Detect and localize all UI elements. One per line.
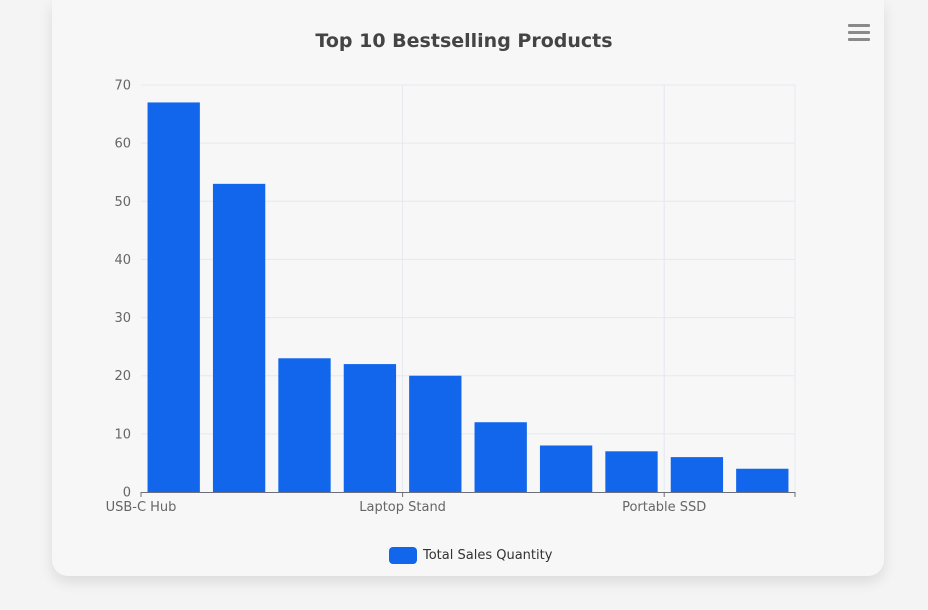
x-tick-label: USB-C Hub	[106, 500, 177, 515]
chart-title: Top 10 Bestselling Products	[315, 30, 613, 52]
legend-swatch	[389, 546, 417, 564]
bar[interactable]	[278, 358, 331, 492]
bar[interactable]	[736, 468, 789, 492]
y-tick-label: 0	[123, 486, 131, 501]
bar[interactable]	[343, 364, 397, 492]
y-tick-label: 50	[114, 195, 131, 210]
bar[interactable]	[212, 183, 266, 493]
y-tick-label: 30	[114, 311, 131, 326]
x-tick-label: Laptop Stand	[359, 500, 446, 515]
y-tick-label: 60	[114, 137, 131, 152]
bar[interactable]	[147, 102, 200, 492]
y-tick-label: 40	[114, 253, 131, 268]
bar[interactable]	[474, 422, 527, 492]
y-tick-label: 20	[114, 369, 131, 384]
hamburger-menu-icon[interactable]	[848, 24, 870, 42]
bar[interactable]	[670, 457, 724, 492]
x-tick-label: Portable SSD	[622, 500, 706, 515]
y-tick-label: 70	[114, 79, 131, 94]
bar[interactable]	[605, 451, 658, 492]
bar[interactable]	[409, 375, 462, 492]
legend-label: Total Sales Quantity	[423, 547, 553, 563]
bar[interactable]	[539, 445, 593, 492]
legend-item-total-sales-quantity[interactable]: Total Sales Quantity	[389, 545, 552, 565]
y-tick-label: 10	[114, 427, 131, 442]
